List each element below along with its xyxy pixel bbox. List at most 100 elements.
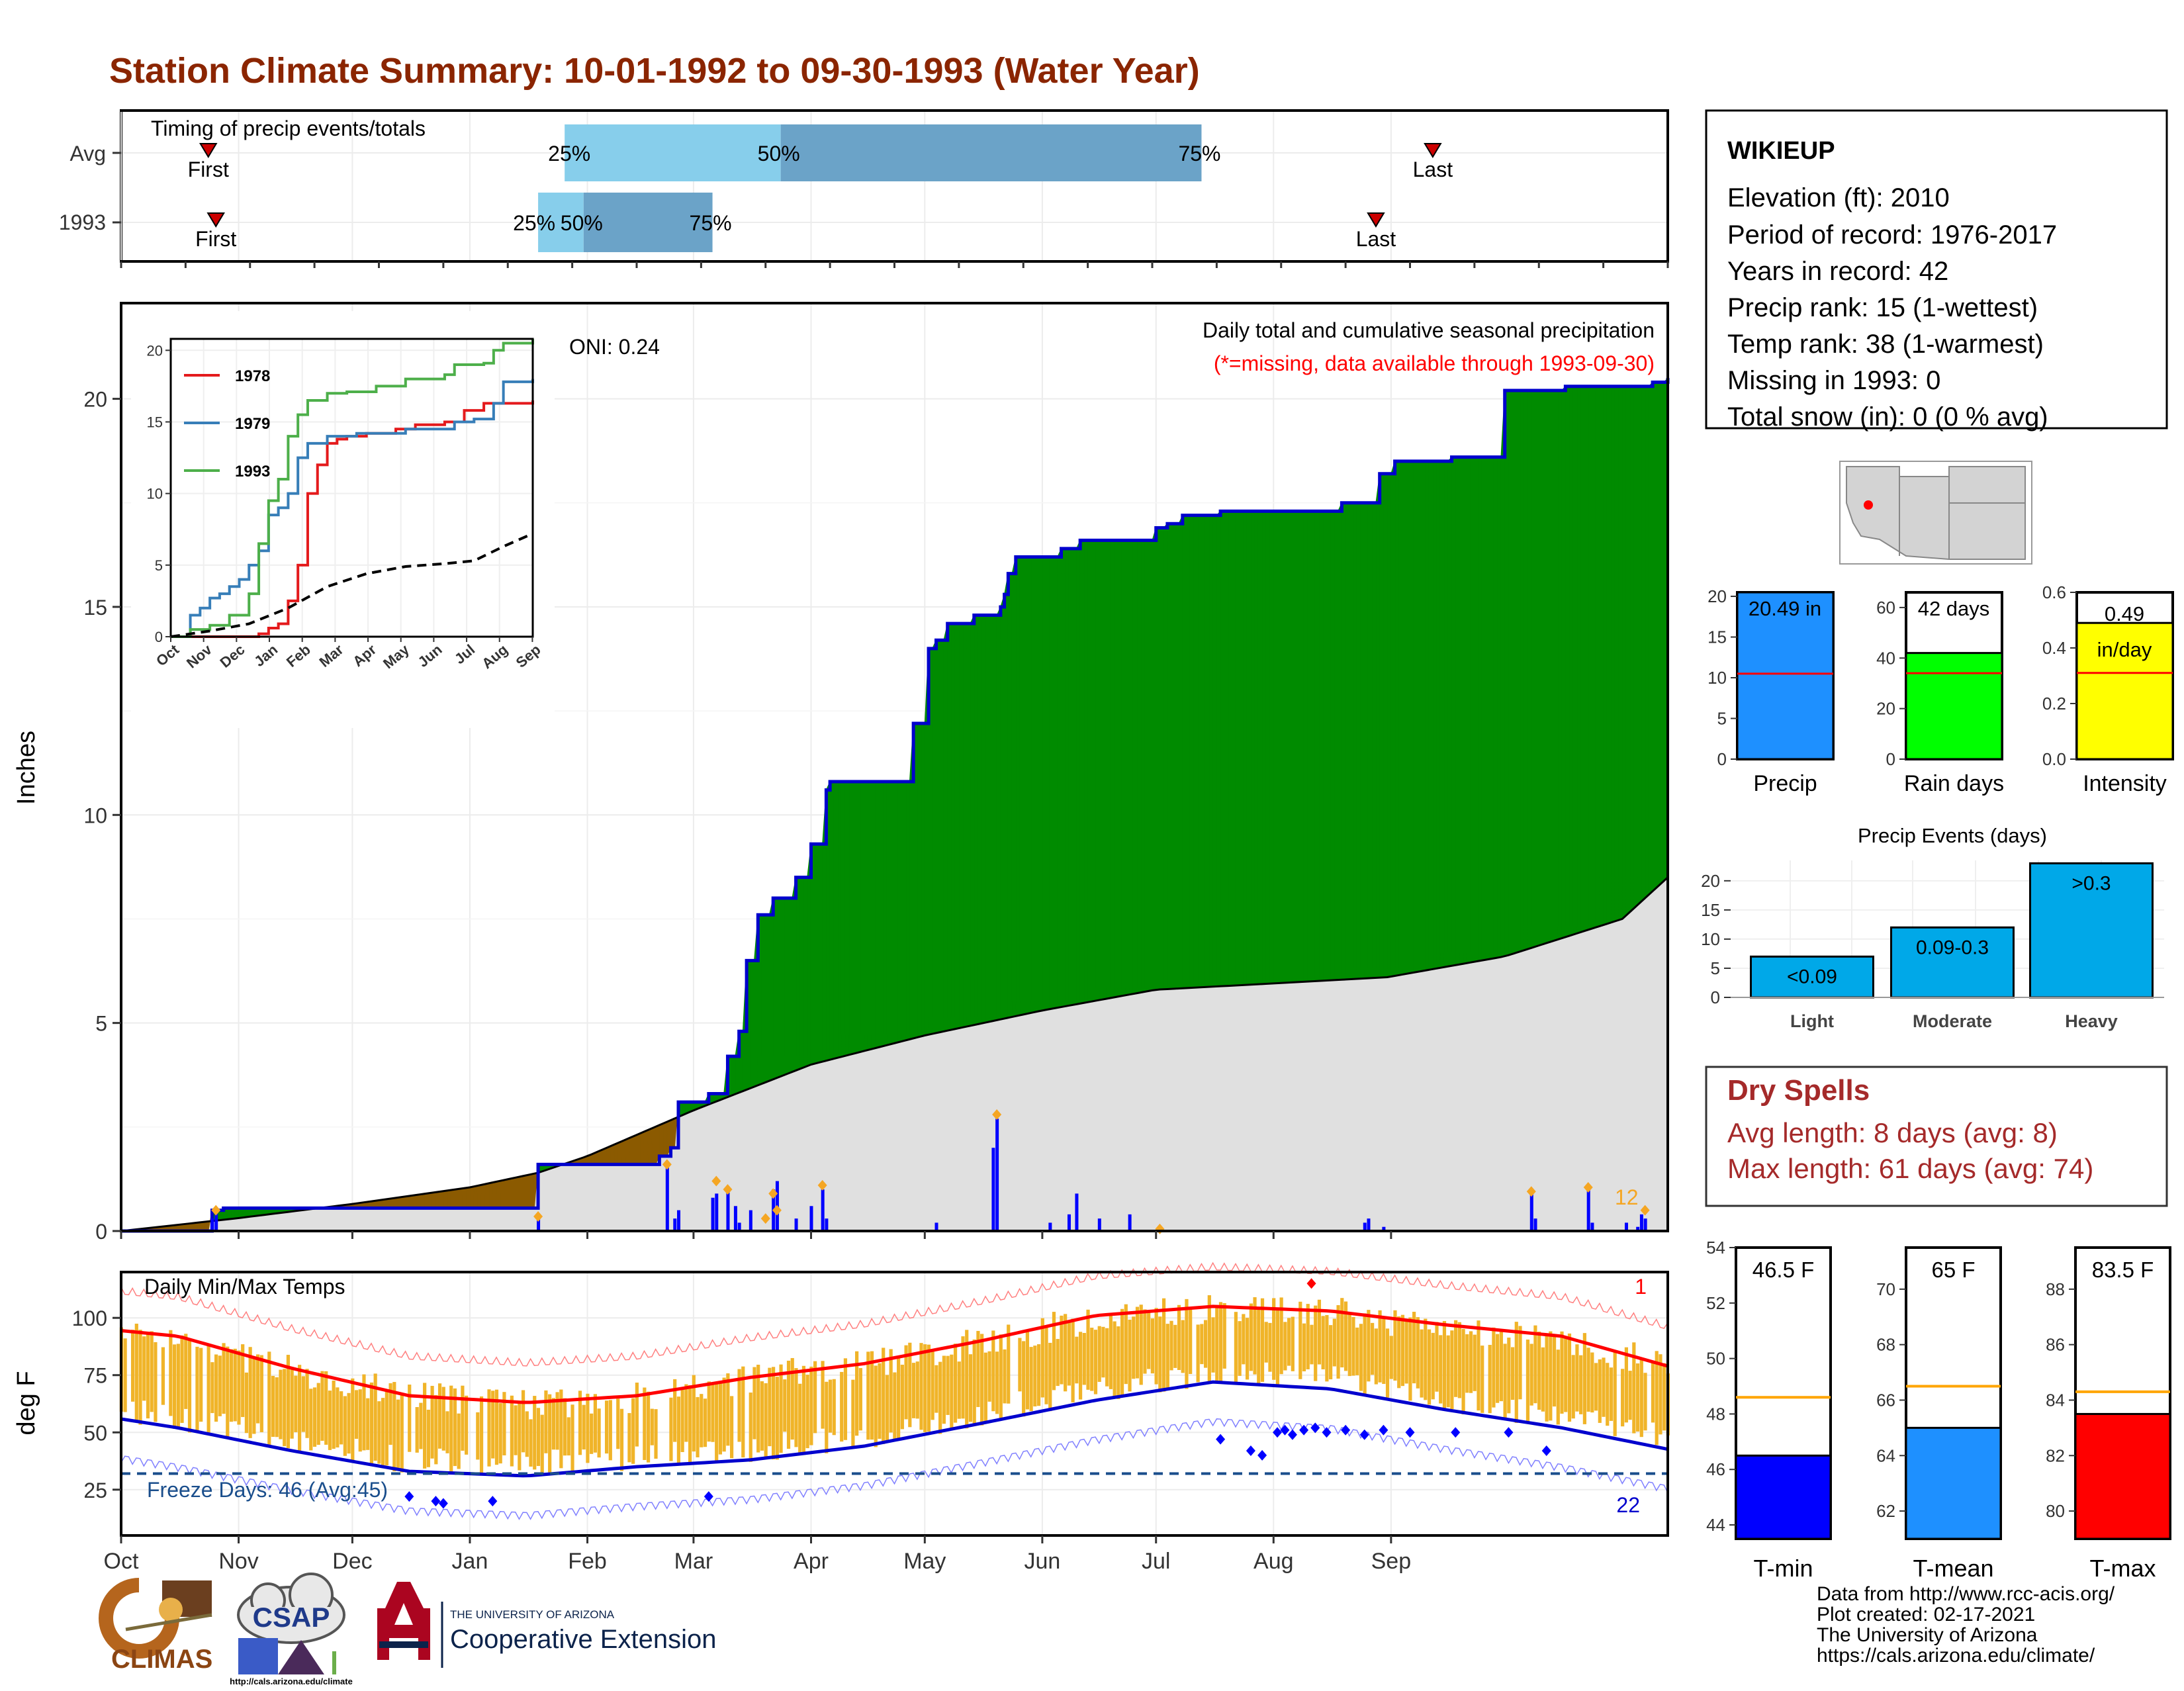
daily-temp-range-bar: [214, 1354, 218, 1422]
daily-precip-bar: [1533, 1218, 1537, 1231]
daily-temp-range-bar: [267, 1351, 271, 1445]
station-name: WIKIEUP: [1727, 137, 1835, 165]
daily-temp-range-bar: [684, 1384, 688, 1442]
daily-temp-range-bar: [1302, 1323, 1306, 1371]
daily-precip-marker: [768, 1188, 778, 1199]
daily-temp-range-bar: [1150, 1318, 1154, 1374]
tmin-gauge-value: 46.5 F: [1752, 1257, 1815, 1282]
daily-temp-range-bar: [445, 1411, 449, 1453]
daily-precip-bar: [749, 1210, 752, 1231]
daily-precip-marker: [211, 1205, 221, 1216]
daily-temp-range-bar: [707, 1381, 711, 1442]
daily-precip-bar: [1128, 1214, 1132, 1231]
first-event-label: First: [195, 227, 236, 251]
daily-precip-marker: [723, 1184, 733, 1195]
daily-temp-range-bar: [843, 1358, 848, 1440]
daily-temp-range-bar: [1132, 1316, 1136, 1379]
daily-precip-bar: [1048, 1222, 1052, 1231]
daily-temp-range-bar: [544, 1390, 548, 1453]
daily-temp-range-bar: [1613, 1352, 1617, 1436]
events-bar: [2029, 862, 2154, 999]
precip-gauge-bar: [1736, 591, 1835, 760]
events-y-tick-label: 5: [1711, 958, 1720, 978]
daily-temp-range-bar: [434, 1394, 438, 1465]
daily-temp-range-bar: [1018, 1338, 1022, 1392]
daily-temp-range-bar: [1628, 1371, 1632, 1420]
record-low-marker: [1504, 1427, 1514, 1438]
daily-temp-range-bar: [548, 1394, 552, 1473]
daily-temp-range-bar: [1525, 1339, 1530, 1422]
inset-series-line: [170, 532, 533, 638]
daily-temp-range-bar: [635, 1383, 639, 1447]
daily-temp-range-bar: [627, 1413, 631, 1463]
daily-temp-range-bar: [1116, 1326, 1120, 1399]
daily-precip-marker: [817, 1179, 827, 1191]
daily-temp-range-bar: [563, 1398, 567, 1456]
month-tick-label: Mar: [674, 1549, 713, 1574]
daily-temp-range-bar: [1093, 1330, 1098, 1394]
station-line: Precip rank: 15 (1-wettest): [1727, 293, 2038, 322]
precip-y-tick-label: 10: [83, 803, 107, 827]
timing-bar-q25-q50: [565, 124, 781, 181]
daily-temp-range-bar: [286, 1355, 291, 1449]
daily-temp-range-bar: [718, 1383, 723, 1455]
daily-temp-range-bar: [316, 1383, 320, 1445]
daily-temp-range-bar: [275, 1377, 279, 1438]
daily-temp-range-bar: [529, 1419, 533, 1467]
inset-frame: [169, 338, 534, 638]
daily-temp-range-bar: [578, 1391, 582, 1455]
record-low-marker: [438, 1498, 448, 1509]
record-low-marker: [704, 1491, 713, 1502]
daily-temp-range-bar: [502, 1392, 506, 1455]
daily-precip-bar: [934, 1222, 938, 1231]
temp-y-tick-label: 50: [83, 1421, 107, 1445]
locator-map: [1839, 461, 2032, 565]
inset-series-line: [171, 400, 534, 638]
daily-temp-range-bar: [1635, 1363, 1640, 1432]
daily-temp-range-bar: [809, 1366, 813, 1445]
average-cumulative-area: [121, 878, 1668, 1231]
dry-spells-box: Dry Spells Avg length: 8 days (avg: 8) M…: [1705, 1066, 2168, 1207]
daily-temp-range-bar: [938, 1361, 942, 1434]
daily-temp-range-bar: [1575, 1344, 1579, 1412]
tmean-gauge-tick-label: 66: [1876, 1390, 1895, 1410]
events-category-label: Moderate: [1913, 1011, 1992, 1031]
record-low-marker: [1341, 1424, 1351, 1436]
daily-temp-range-bar: [703, 1398, 707, 1447]
daily-temp-range-bar: [408, 1385, 412, 1452]
daily-precip-bar: [1067, 1214, 1071, 1231]
daily-temp-range-bar: [381, 1398, 385, 1466]
timing-label-q75: 75%: [1178, 142, 1220, 165]
daily-precip-marker: [533, 1211, 543, 1222]
daily-temp-range-bar: [676, 1396, 681, 1465]
daily-temp-range-bar: [218, 1355, 222, 1416]
daily-temp-range-bar: [1408, 1317, 1412, 1401]
tmin-gauge-tick-label: 44: [1706, 1515, 1725, 1535]
daily-temp-range-bar: [1143, 1309, 1147, 1374]
daily-precip-bar: [1097, 1218, 1101, 1231]
daily-temp-range-bar: [1113, 1321, 1116, 1398]
daily-temp-range-bar: [1465, 1334, 1469, 1393]
rain-days-gauge-label: Rain days: [1904, 771, 2004, 796]
daily-temp-range-bar: [1533, 1325, 1537, 1404]
record-low-marker: [488, 1496, 498, 1507]
daily-temp-range-bar: [229, 1349, 234, 1422]
events-bar-label: >0.3: [2071, 872, 2111, 894]
tmax-gauge-value: 83.5 F: [2092, 1257, 2154, 1282]
daily-precip-marker: [772, 1205, 782, 1216]
daily-temp-range-bar: [252, 1357, 256, 1434]
daily-temp-range-bar: [726, 1373, 730, 1446]
daily-temp-range-bar: [768, 1367, 772, 1447]
temp-panel: 25 50 75 100 Oct Nov Dec Jan Feb Mar Apr May Jun Jul A…: [13, 1261, 1670, 1574]
daily-temp-range-bar: [1124, 1304, 1128, 1385]
record-low-marker: [1405, 1427, 1415, 1438]
daily-temp-range-bar: [354, 1390, 359, 1439]
intensity-gauge-value: 0.49: [2105, 602, 2144, 625]
daily-temp-range-bar: [324, 1371, 328, 1445]
daily-temp-range-bar: [1101, 1326, 1105, 1378]
daily-temp-range-bar: [968, 1354, 973, 1422]
daily-temp-range-bar: [1287, 1318, 1291, 1366]
daily-temp-range-bar: [551, 1398, 555, 1450]
tmin-gauge-tick-label: 50: [1706, 1349, 1725, 1369]
daily-temp-range-bar: [1064, 1314, 1068, 1392]
